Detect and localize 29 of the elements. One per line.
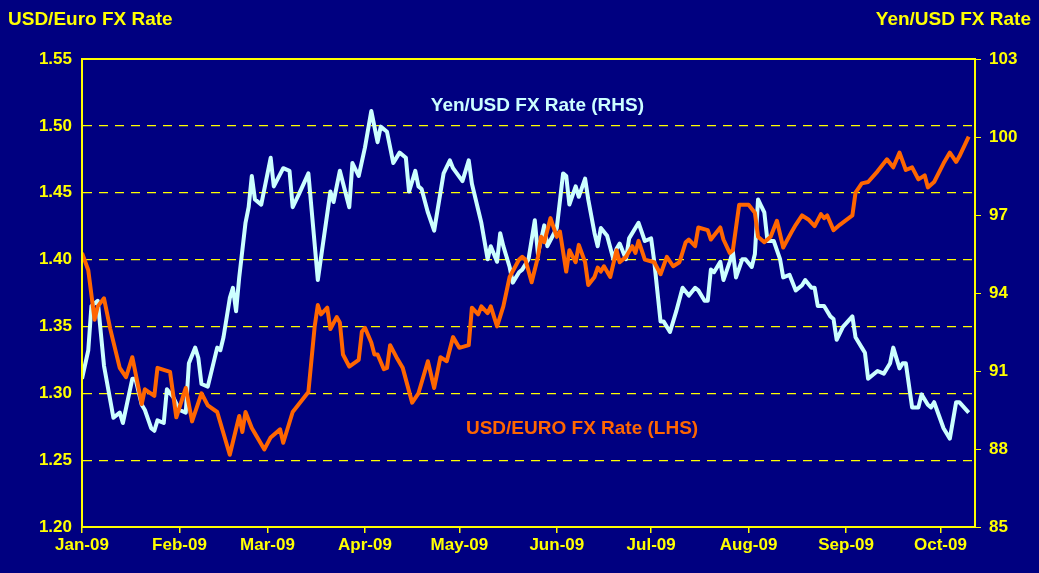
y2-tick-label: 91 xyxy=(989,360,1008,380)
x-tick-label: Sep-09 xyxy=(818,534,874,554)
y2-tick-label: 100 xyxy=(989,126,1018,146)
x-tick-label: Jun-09 xyxy=(529,534,585,554)
y-axis-title: USD/Euro FX Rate xyxy=(8,8,173,30)
y2-tick-label: 88 xyxy=(989,438,1008,458)
y2-axis-title: Yen/USD FX Rate xyxy=(875,8,1031,30)
y-tick-label: 1.45 xyxy=(38,182,72,202)
y2-tick-label: 97 xyxy=(989,204,1008,224)
x-tick-label: Apr-09 xyxy=(338,534,392,554)
text: USD/EURO FX Rate (LHS) xyxy=(465,416,699,438)
x-tick-label: Feb-09 xyxy=(152,534,207,554)
y-tick-label: 1.20 xyxy=(38,516,72,536)
x-tick-label: May-09 xyxy=(430,534,489,554)
y2-tick-label: 94 xyxy=(989,282,1009,302)
x-tick-label: Jan-09 xyxy=(55,534,109,554)
x-tick-label: Aug-09 xyxy=(719,534,778,554)
y2-tick-label: 103 xyxy=(989,48,1018,68)
x-tick-label: Oct-09 xyxy=(913,534,967,554)
text: Yen/USD FX Rate (RHS) xyxy=(430,94,645,116)
y-tick-label: 1.35 xyxy=(38,316,72,336)
y-tick-label: 1.40 xyxy=(38,249,72,269)
y-tick-label: 1.25 xyxy=(38,449,72,469)
y-tick-label: 1.30 xyxy=(38,382,72,402)
y2-tick-label: 85 xyxy=(989,516,1008,536)
y-tick-label: 1.50 xyxy=(38,115,72,135)
x-tick-label: Jul-09 xyxy=(626,534,676,554)
x-tick-label: Mar-09 xyxy=(240,534,295,554)
y-tick-label: 1.55 xyxy=(38,48,72,68)
